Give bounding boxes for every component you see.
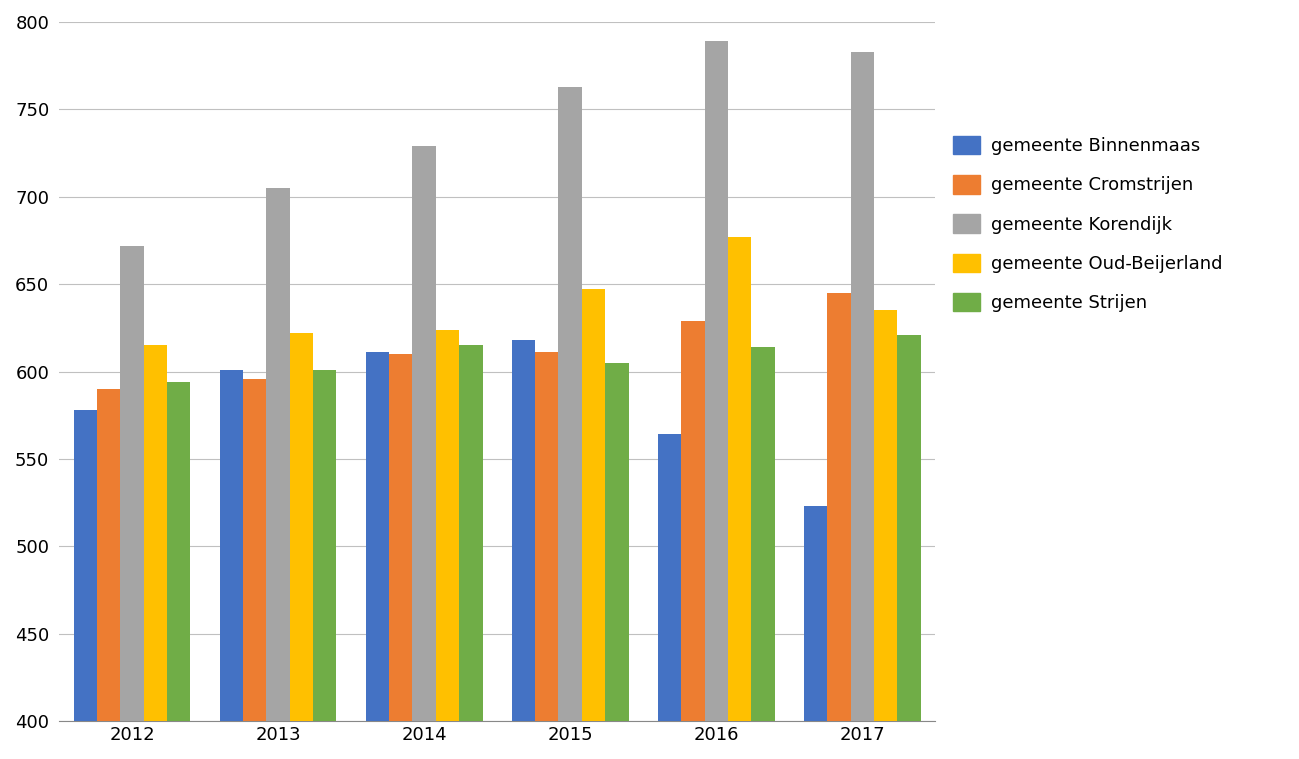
Bar (582, 289, 605, 759)
Bar (266, 188, 290, 759)
Bar (412, 146, 435, 759)
Bar (388, 354, 412, 759)
Legend: gemeente Binnenmaas, gemeente Cromstrijen, gemeente Korendijk, gemeente Oud-Beij: gemeente Binnenmaas, gemeente Cromstrije… (953, 136, 1222, 312)
Bar (804, 506, 827, 759)
Bar (97, 389, 121, 759)
Bar (512, 340, 535, 759)
Bar (704, 41, 727, 759)
Bar (220, 370, 243, 759)
Bar (874, 310, 898, 759)
Bar (851, 52, 874, 759)
Bar (605, 363, 629, 759)
Bar (727, 237, 751, 759)
Bar (681, 321, 704, 759)
Bar (144, 345, 168, 759)
Bar (121, 246, 144, 759)
Bar (827, 293, 851, 759)
Bar (290, 333, 313, 759)
Bar (366, 352, 388, 759)
Bar (657, 434, 681, 759)
Bar (459, 345, 482, 759)
Bar (313, 370, 336, 759)
Bar (559, 87, 582, 759)
Bar (243, 379, 266, 759)
Bar (751, 347, 774, 759)
Bar (435, 329, 459, 759)
Bar (535, 352, 559, 759)
Bar (74, 410, 97, 759)
Bar (168, 382, 191, 759)
Bar (898, 335, 921, 759)
